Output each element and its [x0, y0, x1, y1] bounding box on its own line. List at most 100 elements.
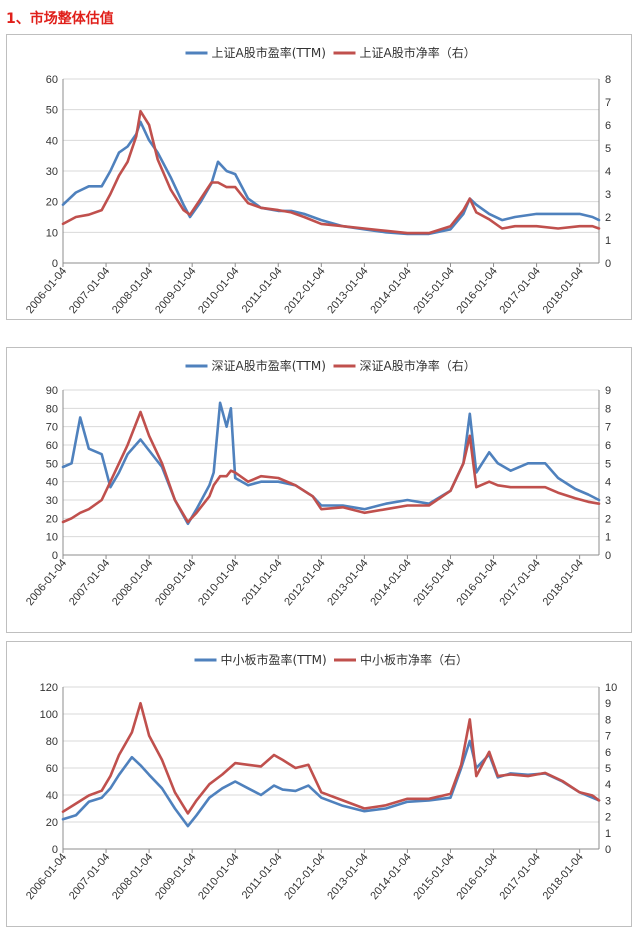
y-left-tick-label: 60	[46, 763, 58, 775]
x-tick-label: 2014-01-04	[368, 265, 413, 316]
y-left-tick-label: 10	[46, 227, 58, 239]
y-right-tick-label: 5	[605, 458, 611, 470]
series-line-pe	[61, 739, 601, 828]
y-left-tick-label: 60	[46, 74, 58, 86]
y-left-tick-label: 20	[46, 197, 58, 209]
y-left-tick-label: 30	[46, 495, 58, 507]
x-tick-label: 2015-01-04	[411, 265, 456, 316]
y-left-tick-label: 100	[40, 709, 58, 721]
y-right-tick-label: 6	[605, 747, 611, 759]
series-line-pe	[61, 120, 601, 236]
x-tick-label: 2012-01-04	[282, 557, 327, 608]
x-tick-label: 2016-01-04	[454, 851, 499, 902]
y-right-tick-label: 4	[605, 477, 611, 489]
y-right-tick-label: 8	[605, 74, 611, 86]
x-tick-label: 2014-01-04	[368, 557, 413, 608]
y-right-tick-label: 9	[605, 698, 611, 710]
x-tick-label: 2012-01-04	[282, 851, 327, 902]
y-right-tick-label: 3	[605, 495, 611, 507]
series-line-pb	[61, 410, 601, 524]
y-left-tick-label: 120	[40, 682, 58, 694]
x-tick-label: 2010-01-04	[196, 557, 241, 608]
y-right-tick-label: 4	[605, 779, 611, 791]
chart-shanghai: 0 10 20 30 40 50 60 0 1 2 3 4 5 6 7 8 2006-01-042007-01-…	[24, 45, 611, 316]
y-left-tick-label: 0	[52, 844, 58, 856]
y-right-tick-label: 0	[605, 258, 611, 270]
y-left-tick-label: 0	[52, 258, 58, 270]
x-tick-label: 2008-01-04	[110, 265, 155, 316]
legend-label-pb: 深证A股市净率（右）	[360, 358, 476, 373]
x-tick-label: 2013-01-04	[325, 851, 370, 902]
x-tick-label: 2007-01-04	[67, 557, 112, 608]
legend-label-pb: 中小板市净率（右）	[360, 652, 468, 667]
x-tick-label: 2006-01-04	[24, 265, 69, 316]
x-tick-label: 2013-01-04	[325, 265, 370, 316]
y-left-tick-label: 0	[52, 550, 58, 562]
y-right-tick-label: 6	[605, 440, 611, 452]
y-left-tick-label: 40	[46, 790, 58, 802]
x-tick-label: 2016-01-04	[454, 557, 499, 608]
x-tick-label: 2011-01-04	[240, 265, 285, 315]
chart-shenzhen: 010203040506070809001234567892006-01-042…	[24, 358, 611, 608]
y-right-tick-label: 5	[605, 763, 611, 775]
x-tick-label: 2017-01-04	[498, 851, 543, 902]
series-line-pb	[61, 701, 601, 815]
x-tick-label: 2010-01-04	[196, 265, 241, 316]
section-title: 1、市场整体估值	[6, 11, 114, 27]
x-tick-label: 2007-01-04	[67, 265, 112, 316]
y-right-tick-label: 4	[605, 166, 611, 178]
x-tick-label: 2009-01-04	[153, 851, 198, 902]
chart-panel-shenzhen: 0 10 20 30 40 50 60 70 80 90 0 1 2 3 4 5 6 7 8 9 2006-01-04 2…	[6, 347, 632, 633]
y-left-tick-label: 90	[46, 385, 58, 397]
legend-label-pe: 上证A股市盈率(TTM)	[212, 45, 326, 60]
x-tick-label: 2007-01-04	[67, 851, 112, 902]
x-tick-label: 2016-01-04	[454, 265, 499, 316]
x-tick-label: 2015-01-04	[411, 557, 456, 608]
y-left-tick-label: 40	[46, 477, 58, 489]
x-tick-label: 2010-01-04	[196, 851, 241, 902]
y-right-tick-label: 6	[605, 120, 611, 132]
y-right-tick-label: 7	[605, 97, 611, 109]
legend-label-pe: 深证A股市盈率(TTM)	[212, 358, 326, 373]
y-right-tick-label: 2	[605, 212, 611, 224]
x-tick-label: 2009-01-04	[153, 557, 198, 608]
legend-label-pb: 上证A股市净率（右）	[360, 45, 476, 60]
y-left-tick-label: 30	[46, 166, 58, 178]
x-tick-label: 2012-01-04	[282, 265, 327, 316]
y-right-tick-label: 10	[605, 682, 617, 694]
series-line-pb	[61, 109, 601, 235]
x-tick-label: 2011-01-04	[240, 557, 285, 607]
y-right-tick-label: 1	[605, 828, 611, 840]
chart-panel-shanghai: 0 10 20 30 40 50 60 0 1 2 3 4 5 6 7 8 2006-01-04 2007-01-…	[6, 34, 632, 320]
y-right-tick-label: 3	[605, 795, 611, 807]
y-left-tick-label: 50	[46, 458, 58, 470]
x-tick-label: 2017-01-04	[498, 265, 543, 316]
x-tick-label: 2006-01-04	[24, 851, 69, 902]
x-tick-label: 2018-01-04	[541, 851, 586, 902]
y-left-tick-label: 20	[46, 513, 58, 525]
y-left-tick-label: 50	[46, 105, 58, 117]
series-line-pe	[61, 401, 601, 526]
y-right-tick-label: 5	[605, 143, 611, 155]
y-left-tick-label: 80	[46, 403, 58, 415]
legend-label-pe: 中小板市盈率(TTM)	[221, 652, 327, 667]
x-tick-label: 2006-01-04	[24, 557, 69, 608]
y-left-tick-label: 70	[46, 422, 58, 434]
y-right-tick-label: 0	[605, 550, 611, 562]
y-right-tick-label: 9	[605, 385, 611, 397]
x-tick-label: 2011-01-04	[240, 851, 285, 901]
x-tick-label: 2018-01-04	[541, 265, 586, 316]
y-left-tick-label: 80	[46, 736, 58, 748]
y-right-tick-label: 8	[605, 714, 611, 726]
y-right-tick-label: 2	[605, 812, 611, 824]
y-left-tick-label: 40	[46, 135, 58, 147]
y-left-tick-label: 10	[46, 532, 58, 544]
y-right-tick-label: 3	[605, 189, 611, 201]
x-tick-label: 2008-01-04	[110, 557, 155, 608]
x-tick-label: 2008-01-04	[110, 851, 155, 902]
y-right-tick-label: 2	[605, 513, 611, 525]
y-left-tick-label: 20	[46, 817, 58, 829]
y-right-tick-label: 8	[605, 403, 611, 415]
x-tick-label: 2014-01-04	[368, 851, 413, 902]
x-tick-label: 2017-01-04	[498, 557, 543, 608]
